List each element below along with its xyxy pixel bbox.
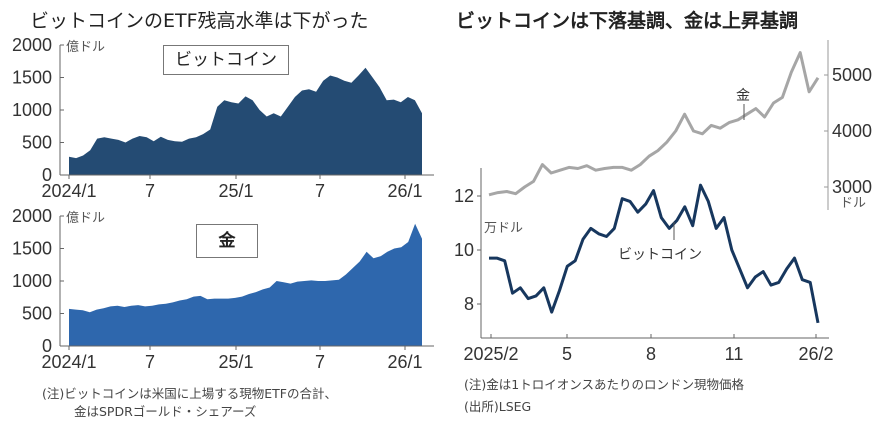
btc-y-tick-label: 8 xyxy=(464,294,474,314)
x-tick-label: 11 xyxy=(725,344,744,364)
btc-y-tick-label: 2000 xyxy=(12,35,52,55)
gold-y-tick-label: 1000 xyxy=(12,271,52,291)
btc-y-tick-label: 0 xyxy=(42,165,52,185)
btc-x-tick-label: 7 xyxy=(145,181,155,201)
gold-etf-area xyxy=(69,223,422,346)
btc-x-tick-label: 2024/1 xyxy=(41,181,96,201)
gold-y-tick-label: 500 xyxy=(22,304,52,324)
btc-x-tick-label: 25/1 xyxy=(218,181,253,201)
gold-y-tick-label: 4000 xyxy=(832,121,872,141)
x-tick-label: 2025/2 xyxy=(463,344,518,364)
x-tick-label: 26/2 xyxy=(798,344,833,364)
btc-y-tick-label: 500 xyxy=(22,133,52,153)
btc-y-tick-label: 12 xyxy=(454,186,474,206)
btc-x-tick-label: 7 xyxy=(315,181,325,201)
btc-price-line xyxy=(489,183,820,324)
btc-etf-legend-box: ビットコイン xyxy=(163,45,289,75)
btc-y-unit: 億ドル xyxy=(66,39,105,55)
btc-y-tick-label: 1000 xyxy=(12,100,52,120)
left-note-1: (注)ビットコインは米国に上場する現物ETFの合計、 xyxy=(42,386,337,401)
gold-price-line xyxy=(488,51,820,197)
gold-series-label: 金 xyxy=(736,88,750,104)
btc-y-tick-label: 1500 xyxy=(12,68,52,88)
gold-y-tick-label: 5000 xyxy=(832,65,872,85)
btc-y-tick-label: 10 xyxy=(454,240,474,260)
gold-x-tick-label: 26/1 xyxy=(387,352,422,372)
x-tick-label: 8 xyxy=(646,344,656,364)
right-note: (注)金は1トロイオンスあたりのロンドン現物価格 xyxy=(464,377,744,392)
gold-y-unit: ドル xyxy=(840,196,866,211)
x-tick-label: 5 xyxy=(562,344,572,364)
gold-x-tick-label: 2024/1 xyxy=(41,352,96,372)
btc-series-label: ビットコイン xyxy=(618,247,702,263)
left-chart-title: ビットコインのETF残高水準は下がった xyxy=(30,10,369,32)
gold-y-unit: 億ドル xyxy=(66,210,105,226)
gold-x-tick-label: 7 xyxy=(145,352,155,372)
btc-x-tick-label: 26/1 xyxy=(387,181,422,201)
btc-etf-legend-label: ビットコイン xyxy=(175,50,277,70)
gold-y-tick-label: 1500 xyxy=(12,239,52,259)
gold-y-tick-label: 0 xyxy=(42,336,52,356)
btc-etf-area xyxy=(69,67,422,175)
left-note-2: 金はSPDRゴールド・シェアーズ xyxy=(74,404,257,419)
gold-y-tick-label: 2000 xyxy=(12,206,52,226)
gold-etf-legend-box: 金 xyxy=(196,224,258,258)
gold-etf-legend-label: 金 xyxy=(218,231,236,251)
right-source: (出所)LSEG xyxy=(464,399,532,414)
gold-x-tick-label: 7 xyxy=(315,352,325,372)
btc-y-unit: 万ドル xyxy=(484,221,523,236)
gold-x-tick-label: 25/1 xyxy=(218,352,253,372)
gold-y-tick-label: 3000 xyxy=(832,177,872,197)
right-chart-title: ビットコインは下落基調、金は上昇基調 xyxy=(456,10,799,32)
